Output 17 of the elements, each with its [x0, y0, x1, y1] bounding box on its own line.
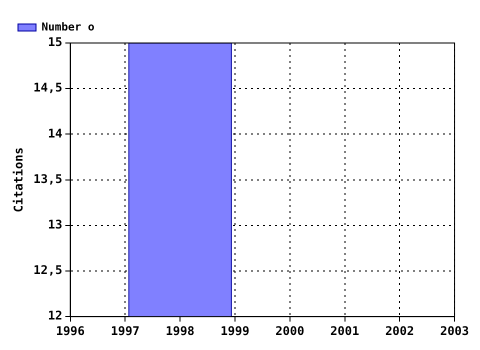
legend-label: Number o [42, 20, 95, 34]
x-tick-label: 2001 [330, 324, 360, 338]
x-tick-label: 2003 [440, 324, 470, 338]
y-axis-title: Citations [11, 147, 26, 212]
y-tick-label: 13,5 [33, 172, 62, 186]
x-tick-label: 2000 [275, 324, 304, 338]
y-tick-label: 12 [48, 308, 62, 323]
x-tick-label: 1997 [110, 324, 140, 338]
x-tick-label: 1999 [220, 324, 250, 338]
x-tick-label: 1998 [166, 324, 195, 338]
y-tick-label: 14 [48, 126, 62, 140]
y-tick-label: 12,5 [33, 263, 62, 278]
y-tick-label: 14,5 [33, 80, 62, 95]
y-tick-label: 13 [48, 218, 62, 232]
x-tick-label: 1996 [56, 324, 85, 338]
x-tick-label: 2002 [385, 324, 414, 338]
y-tick-label: 15 [48, 35, 62, 50]
